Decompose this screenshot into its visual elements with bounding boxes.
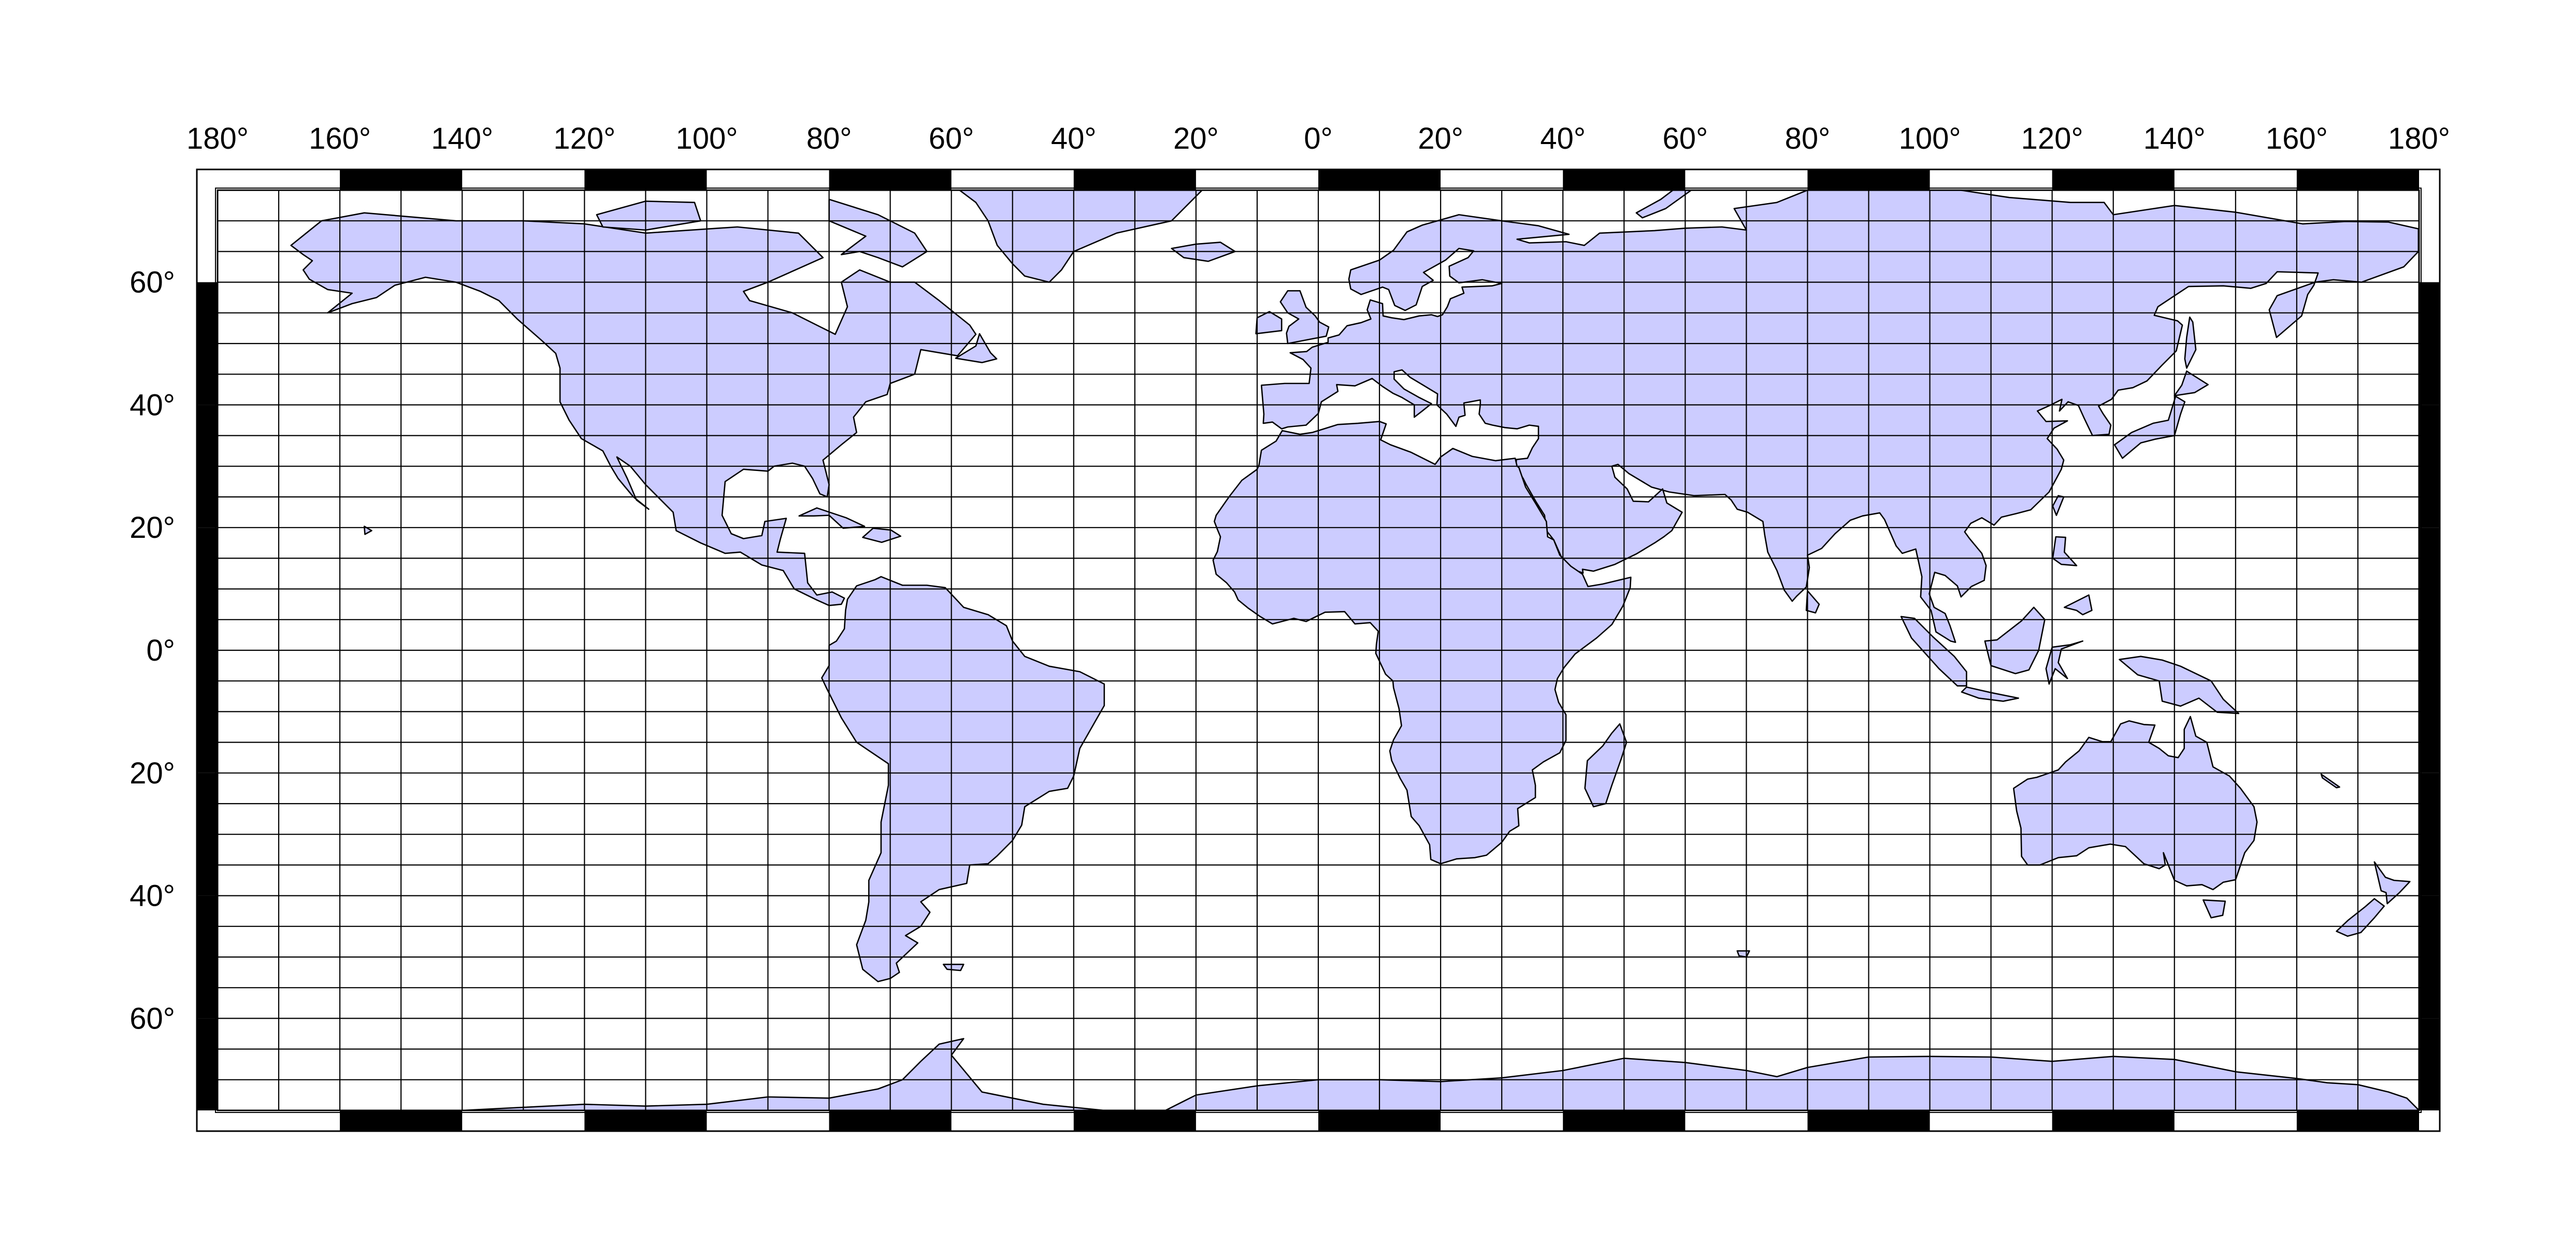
longitude-label: 180° <box>186 122 249 155</box>
landmass-hawaii <box>364 525 372 535</box>
frame-tick-top <box>1807 169 1930 190</box>
landmass-sumatra <box>1900 616 1967 687</box>
frame-tick-left <box>197 773 218 896</box>
frame-tick-right <box>2419 1018 2440 1110</box>
longitude-label: 140° <box>431 122 493 155</box>
frame-tick-bottom <box>1807 1110 1930 1131</box>
frame-tick-right <box>2419 282 2440 405</box>
latitude-label: 40° <box>129 879 175 913</box>
landmass-south-america <box>821 576 1105 982</box>
landmass-new-zealand-north <box>2373 861 2411 905</box>
landmass-taiwan <box>2052 495 2065 516</box>
landmass-great-britain <box>1279 290 1330 345</box>
landmass-new-caledonia <box>2320 773 2340 789</box>
longitude-label: 60° <box>929 122 974 155</box>
latitude-label: 20° <box>129 757 175 790</box>
graticule <box>217 189 2420 1111</box>
longitude-label: 20° <box>1173 122 1219 155</box>
longitude-label: 80° <box>1785 122 1831 155</box>
latitude-label: 60° <box>129 266 175 299</box>
frame-tick-bottom <box>1318 1110 1441 1131</box>
landmass-tasmania <box>2203 899 2226 919</box>
frame-tick-right <box>2419 405 2440 528</box>
landmass-new-guinea <box>2119 655 2239 715</box>
frame-tick-top <box>1318 169 1441 190</box>
landmass-north-america <box>290 212 977 606</box>
frame-tick-right <box>2419 650 2440 773</box>
latitude-labels: 60° 40° 20° 0° 20° 40° 60° <box>129 266 175 1036</box>
frame-tick-bottom <box>1073 1110 1196 1131</box>
longitude-label: 20° <box>1418 122 1463 155</box>
longitude-label: 180° <box>2388 122 2450 155</box>
landmass-hokkaido <box>2174 370 2209 396</box>
frame-tick-left <box>197 282 218 405</box>
frame-tick-right <box>2419 773 2440 896</box>
frame-tick-bottom <box>829 1110 952 1131</box>
landmass-sakhalin <box>2184 316 2197 369</box>
landmass-japan <box>2113 395 2186 459</box>
frame-tick-top <box>1073 169 1196 190</box>
longitude-labels: 180° 160° 140° 120° 100° 80° 60° 40° 20° 0° 20° 40°… <box>186 122 2450 155</box>
longitude-label: 40° <box>1540 122 1586 155</box>
frame-tick-right <box>2419 895 2440 1019</box>
longitude-label: 120° <box>2021 122 2083 155</box>
landmass-baffin-island <box>828 198 928 268</box>
frame-tick-bottom <box>2296 1110 2419 1131</box>
frame-tick-left <box>197 527 218 650</box>
longitude-label: 100° <box>675 122 738 155</box>
landmass-africa <box>1212 421 1632 865</box>
landmass-greenland <box>918 190 1203 283</box>
frame-tick-top <box>2052 169 2175 190</box>
longitude-label: 160° <box>309 122 371 155</box>
frame-tick-top <box>340 169 463 190</box>
latitude-label: 0° <box>147 634 175 667</box>
frame-edge-line <box>215 188 2422 1113</box>
latitude-label: 20° <box>129 511 175 545</box>
frame-tick-left <box>197 650 218 773</box>
map-frame <box>196 168 2441 1132</box>
landmass-madagascar <box>1584 723 1628 808</box>
frame-tick-top <box>584 169 707 190</box>
longitude-label: 80° <box>807 122 852 155</box>
longitude-label: 120° <box>553 122 615 155</box>
frame-tick-top <box>829 169 952 190</box>
landmass-mindanao <box>2064 594 2093 616</box>
frame-tick-top <box>2296 169 2419 190</box>
frame-tick-top <box>1563 169 1686 190</box>
latitude-label: 60° <box>129 1002 175 1035</box>
landmass-ireland <box>1255 311 1283 335</box>
longitude-label: 140° <box>2143 122 2206 155</box>
landmass-novaya-zemlya <box>1635 190 1692 219</box>
longitude-label: 100° <box>1899 122 1961 155</box>
frame-tick-right <box>2419 527 2440 650</box>
landmass-eurasia <box>1260 190 2419 643</box>
frame-tick-left <box>197 1018 218 1110</box>
latitude-label: 40° <box>129 388 175 422</box>
frame-tick-bottom <box>1563 1110 1686 1131</box>
frame-tick-bottom <box>584 1110 707 1131</box>
frame-tick-bottom <box>2052 1110 2175 1131</box>
frame-tick-left <box>197 405 218 528</box>
landmass-sulawesi <box>2045 640 2083 685</box>
landmass-hispaniola <box>862 527 901 543</box>
landmass-java <box>1961 686 2019 702</box>
longitude-label: 160° <box>2266 122 2328 155</box>
longitude-label: 0° <box>1304 122 1332 155</box>
landmass-falklands <box>943 963 965 972</box>
longitude-label: 60° <box>1662 122 1708 155</box>
frame-tick-bottom <box>340 1110 463 1131</box>
frame-tick-left <box>197 895 218 1019</box>
landmass-newfoundland <box>955 333 998 363</box>
landmass-australia <box>2013 716 2258 891</box>
landmass-borneo <box>1984 606 2046 675</box>
longitude-label: 40° <box>1051 122 1097 155</box>
land-layer <box>218 190 2419 1110</box>
